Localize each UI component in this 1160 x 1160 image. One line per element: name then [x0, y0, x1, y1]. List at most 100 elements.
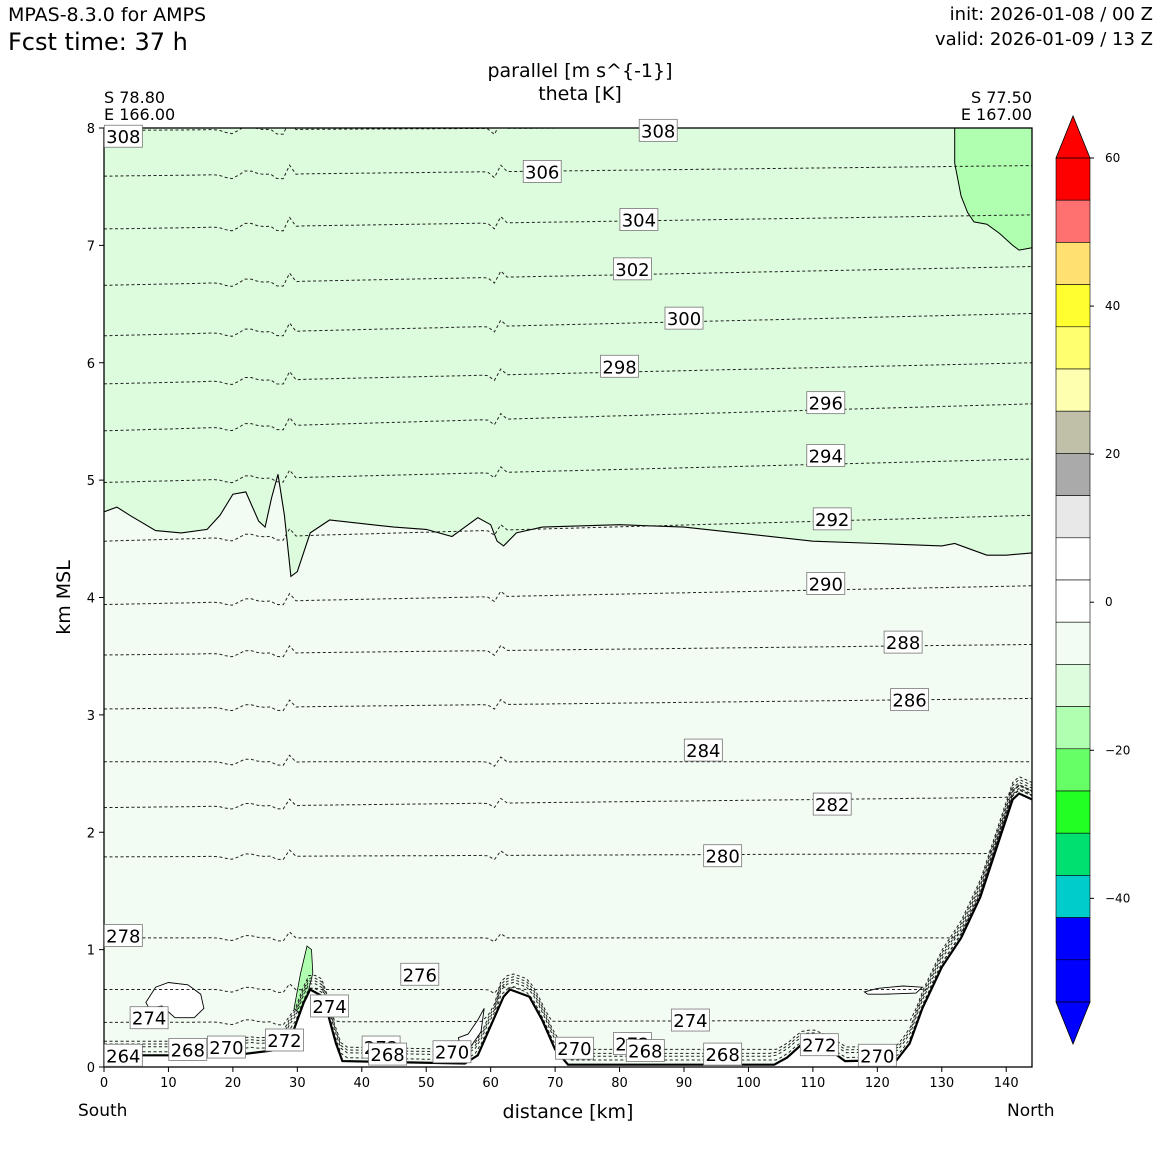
theta-label: 272 [802, 1036, 836, 1057]
theta-label-box [103, 924, 143, 947]
theta-label: 268 [628, 1042, 662, 1063]
y-tick-label: 3 [87, 709, 95, 724]
theta-label: 308 [106, 127, 140, 148]
colorbar-swatch [1055, 790, 1091, 834]
theta-label-box [368, 1042, 407, 1066]
x-tick-label: 50 [418, 1076, 435, 1091]
y-tick-label: 2 [87, 826, 95, 841]
theta-contour-286 [104, 697, 1032, 712]
theta-label: 282 [815, 795, 849, 816]
theta-label-box [806, 572, 846, 595]
colorbar: 60 40 20 0 −20 −40 [1055, 114, 1130, 1046]
theta-label: 276 [403, 965, 437, 986]
theta-label: 278 [106, 927, 140, 948]
x-tick-label: 20 [225, 1076, 242, 1091]
theta-contour-288 [104, 644, 1032, 658]
colorbar-tick-label: −40 [1105, 891, 1130, 905]
forecast-time: Fcst time: 37 h [8, 28, 188, 56]
model-title: MPAS-8.3.0 for AMPS [8, 4, 207, 26]
theta-contour-274 [104, 776, 1032, 1026]
theta-label-box [857, 1043, 897, 1067]
colorbar-swatch [1055, 917, 1091, 961]
colorbar-swatch [1055, 959, 1091, 1003]
y-tick-label: 7 [87, 239, 95, 254]
shading-upper [104, 128, 1032, 577]
wind-boundary-line [104, 474, 1032, 578]
theta-label-box [522, 160, 562, 183]
y-tick-label: 0 [87, 1061, 95, 1076]
plot-area [104, 128, 1032, 1067]
x-axis-label: distance [km] [503, 1101, 634, 1123]
colorbar-swatch [1055, 537, 1091, 581]
theta-label: 306 [525, 162, 559, 183]
init-time: init: 2026-01-08 / 00 Z [949, 4, 1153, 25]
theta-label: 304 [622, 211, 656, 232]
theta-label-box [625, 1039, 665, 1062]
colorbar-swatch [1055, 284, 1091, 328]
theta-label-box [799, 1033, 839, 1057]
colorbar-extend-top [1055, 114, 1091, 159]
theta-label-box [265, 1028, 304, 1052]
theta-label: 268 [705, 1045, 739, 1066]
right-end-longitude: E 167.00 [960, 105, 1032, 124]
colorbar-swatch [1055, 621, 1091, 665]
colorbar-tick-label: 0 [1105, 595, 1113, 609]
theta-label-box [883, 630, 923, 654]
theta-label-box [812, 507, 852, 531]
theta-label-box [207, 1035, 246, 1059]
x-tick-label: 40 [354, 1076, 371, 1091]
theta-contour-282 [104, 784, 1032, 810]
colorbar-swatch [1055, 368, 1091, 412]
colorbar-tick-label: 20 [1105, 447, 1120, 461]
theta-contour-280 [104, 785, 1032, 861]
colorbar-swatch [1055, 199, 1091, 243]
theta-label-box [806, 444, 846, 467]
y-tick-label: 4 [87, 592, 95, 607]
theta-label: 286 [892, 691, 926, 712]
colorbar-swatch [1055, 495, 1091, 539]
theta-label: 284 [686, 741, 720, 762]
colorbar-swatch [1055, 706, 1091, 750]
theta-label: 280 [705, 847, 739, 868]
x-tick-label: 10 [160, 1076, 177, 1091]
colorbar-swatch [1055, 410, 1091, 454]
colorbar-swatch [1055, 453, 1091, 496]
axes: 0 10 20 30 40 50 60 70 80 90 100 110 120 130 140 0 1 2 3 4 5… [53, 122, 1019, 1123]
theta-label-box [671, 1008, 710, 1032]
theta-label: 268 [171, 1040, 205, 1061]
y-tick-label: 5 [87, 474, 95, 489]
theta-label-box [703, 1042, 743, 1066]
theta-label-box [600, 354, 639, 378]
colorbar-swatch [1055, 875, 1091, 918]
theta-contour-300 [104, 313, 1032, 337]
theta-label: 294 [809, 446, 843, 467]
theta-label: 274 [312, 997, 346, 1018]
x-tick-label: 110 [800, 1076, 825, 1091]
colorbar-swatch [1055, 326, 1091, 370]
y-tick-label: 8 [87, 122, 95, 137]
y-tick-label: 1 [87, 944, 95, 959]
closed-contour-1 [863, 985, 924, 995]
x-tick-label: 120 [865, 1076, 890, 1091]
plot-title-wind: parallel [m s^{-1}] [487, 60, 673, 82]
x-tick-label: 100 [736, 1076, 761, 1091]
theta-contour-306 [104, 164, 1032, 180]
theta-label: 300 [667, 309, 701, 330]
theta-label: 270 [209, 1038, 243, 1059]
valid-time: valid: 2026-01-09 / 13 Z [935, 29, 1153, 50]
x-tick-label: 30 [289, 1076, 306, 1091]
x-tick-label: 90 [676, 1076, 693, 1091]
colorbar-tick-label: −20 [1105, 743, 1130, 757]
x-tick-label: 70 [547, 1076, 564, 1091]
theta-contour-290 [104, 585, 1032, 606]
theta-label-box [103, 1043, 143, 1067]
theta-label-box [683, 738, 723, 762]
terrain-fill [104, 793, 1032, 1067]
theta-contour-302 [104, 266, 1032, 287]
theta-label-box [310, 994, 349, 1018]
theta-label-box [806, 391, 846, 415]
theta-label-box [400, 962, 440, 986]
theta-label: 274 [673, 1011, 707, 1032]
theta-label: 274 [132, 1009, 166, 1030]
